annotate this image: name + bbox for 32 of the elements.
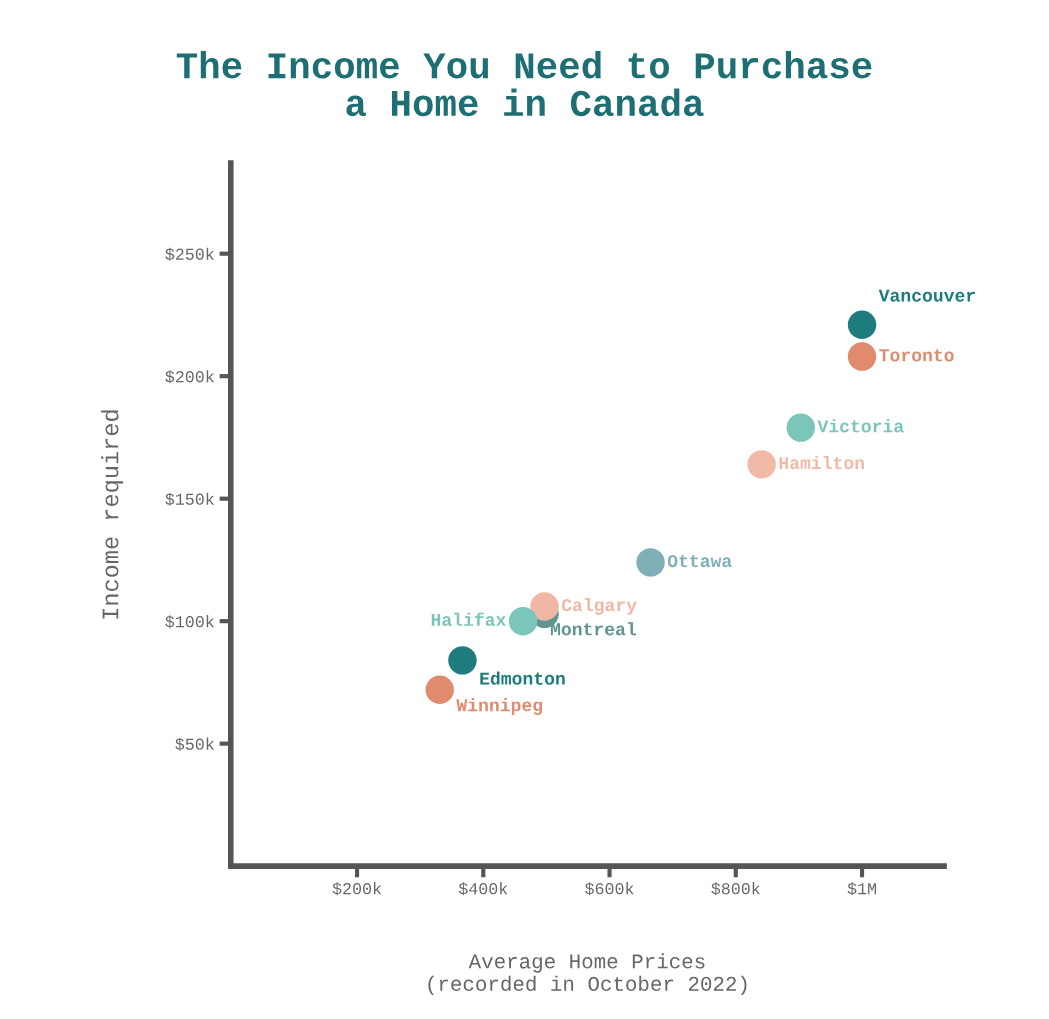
y-tick-label: $150k [165, 492, 214, 506]
point [786, 413, 816, 442]
x-tick-label: $800k [711, 882, 760, 896]
point [747, 450, 776, 479]
x-axis-title: Average Home Prices (recorded in October 2022) [428, 953, 747, 996]
series-label: Toronto [879, 349, 954, 362]
series-label: Montreal [550, 622, 637, 636]
point [636, 548, 665, 577]
x-tick-label: $200k [332, 882, 382, 896]
y-tick-label: $200k [165, 370, 214, 384]
series-label: Halifax [431, 612, 506, 627]
series-label: Hamilton [779, 455, 864, 470]
chart-title: The Income You Need to Purchase a Home in Canada [176, 50, 872, 117]
y-tick-label: $50k [175, 737, 214, 751]
point [508, 606, 538, 636]
series-label: Victoria [817, 419, 904, 433]
y-tick-label: $250k [165, 247, 214, 261]
series-label: Ottawa [667, 554, 732, 568]
point [847, 310, 877, 339]
point [847, 342, 877, 371]
x-tick-label: $1M [847, 882, 876, 896]
point [530, 592, 559, 621]
series-label: Vancouver [878, 289, 975, 302]
series-label: Winnipeg [456, 698, 543, 715]
y-tick-label: $100k [165, 615, 214, 629]
x-tick-label: $400k [458, 882, 508, 896]
y-axis-title: Income required [101, 410, 124, 619]
series-label: Edmonton [480, 671, 565, 685]
point [448, 646, 477, 675]
point [425, 675, 454, 704]
series-label: Calgary [561, 598, 637, 615]
x-tick-label: $600k [585, 882, 634, 896]
